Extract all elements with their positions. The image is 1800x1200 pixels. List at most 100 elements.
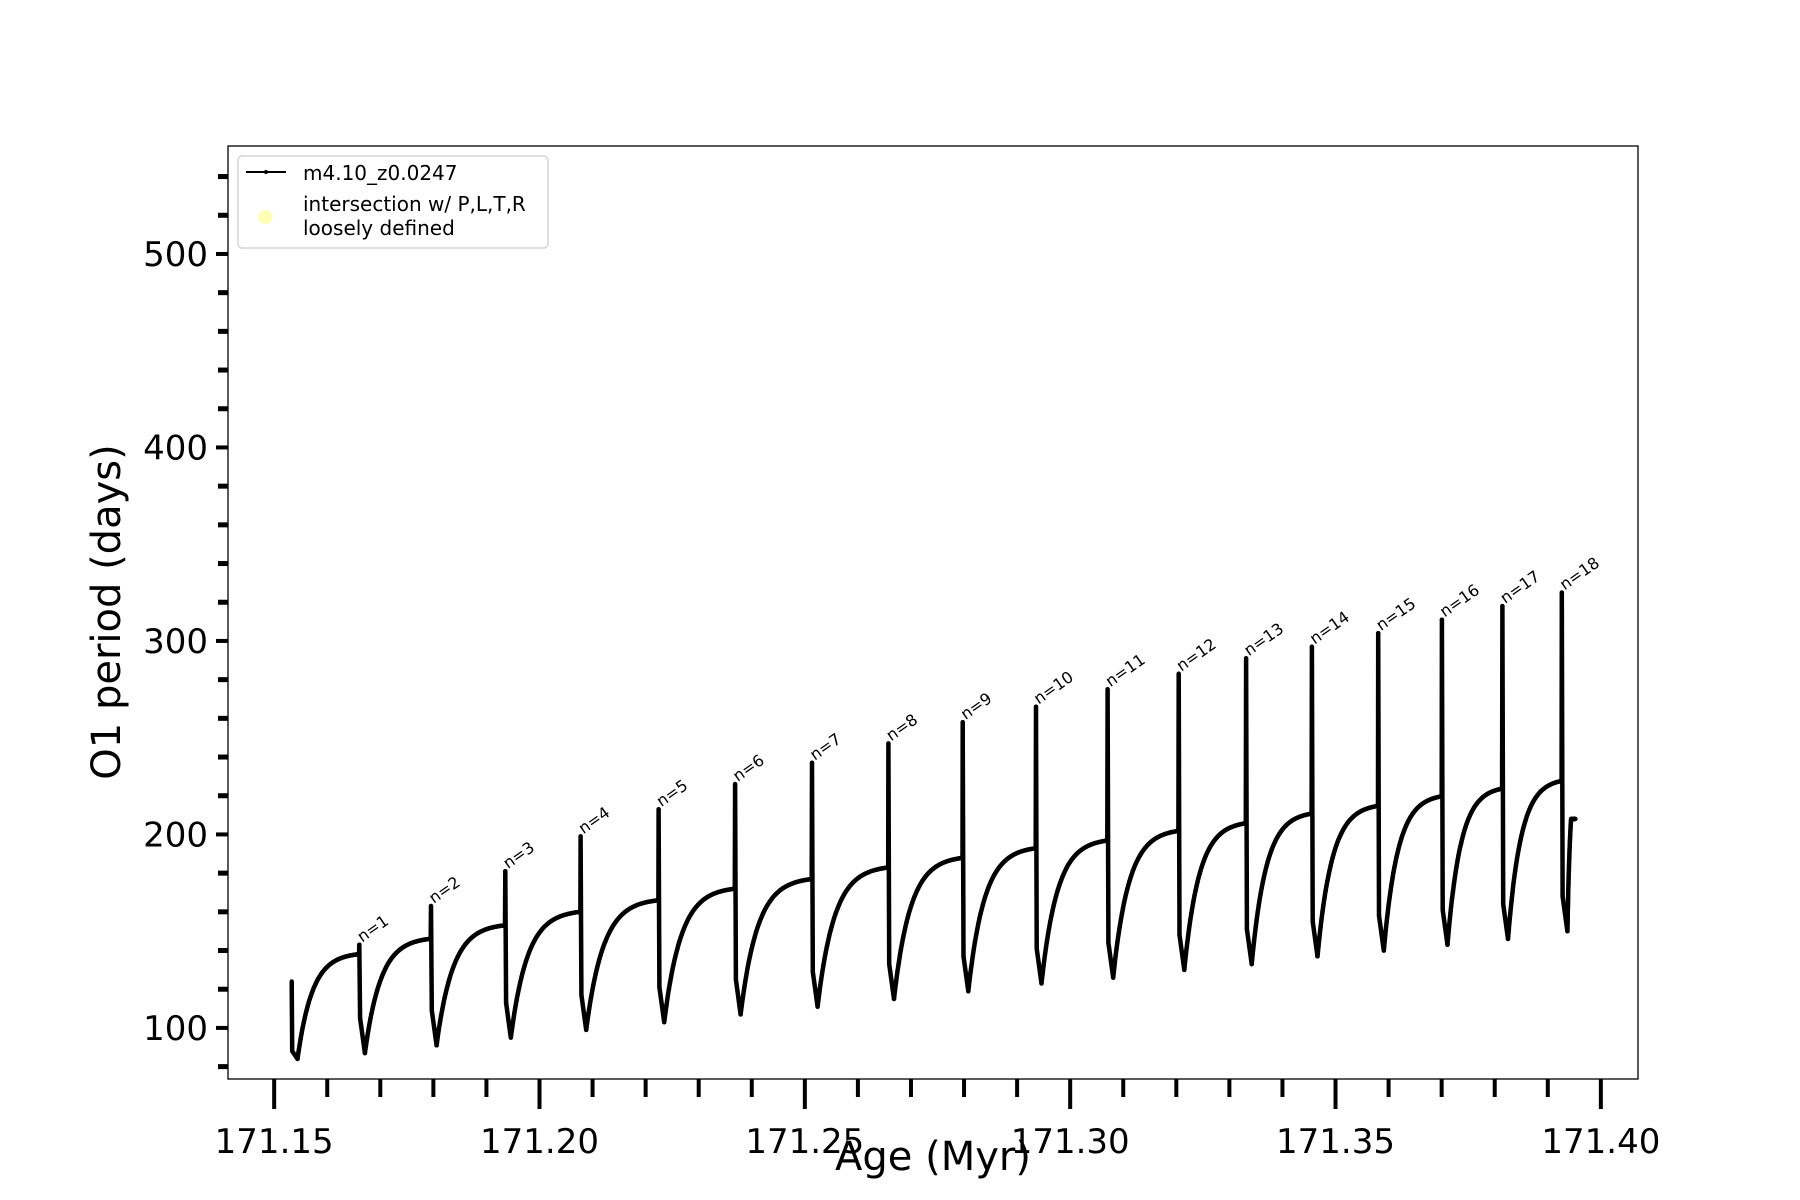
data-point — [1439, 791, 1444, 796]
data-point — [747, 953, 753, 958]
data-point — [1244, 927, 1250, 932]
data-point — [502, 921, 508, 926]
data-point — [1118, 917, 1123, 923]
data-point — [1512, 875, 1517, 881]
data-point — [973, 932, 979, 938]
data-point — [1327, 867, 1332, 873]
data-point — [1520, 829, 1525, 835]
data-point — [428, 934, 433, 940]
data-point — [503, 1000, 509, 1005]
data-point — [902, 929, 907, 935]
data-point — [1176, 671, 1181, 677]
data-point — [1325, 877, 1330, 883]
data-point — [585, 1018, 590, 1024]
data-point — [1318, 925, 1323, 930]
data-point — [671, 961, 676, 967]
data-point — [1440, 907, 1445, 913]
data-point — [656, 807, 661, 812]
y-tick-label: 100 — [143, 1009, 208, 1049]
data-point — [816, 994, 821, 1000]
data-point — [960, 853, 965, 858]
data-point — [885, 863, 891, 868]
data-point — [1520, 826, 1526, 831]
data-point — [1385, 910, 1390, 916]
data-point — [1185, 939, 1190, 945]
data-point — [1105, 836, 1110, 841]
pulse-label: n=17 — [1497, 567, 1544, 608]
data-point — [521, 966, 526, 972]
data-point — [1500, 603, 1505, 609]
data-point — [1120, 906, 1126, 911]
x-axis-label: Age (Myr) — [835, 1134, 1031, 1180]
data-point — [967, 979, 972, 984]
data-point — [1329, 859, 1334, 864]
data-point — [1445, 942, 1450, 947]
data-point — [1260, 880, 1265, 885]
data-point — [896, 961, 901, 967]
series-m4.10_z0.0247 — [289, 590, 1578, 1062]
data-point — [1565, 915, 1570, 920]
data-point — [1319, 917, 1324, 922]
pulse-label: n=12 — [1173, 634, 1220, 675]
data-point — [512, 1011, 517, 1016]
data-point — [982, 894, 988, 900]
data-point — [1258, 891, 1263, 896]
data-point — [1560, 894, 1565, 899]
data-point — [667, 979, 673, 985]
data-point — [1193, 888, 1198, 893]
data-point — [1033, 843, 1038, 849]
pulse-label: n=13 — [1240, 619, 1287, 660]
data-point — [1382, 937, 1387, 943]
data-point — [520, 971, 525, 976]
data-point — [1448, 904, 1454, 909]
data-point — [290, 1048, 295, 1054]
data-point — [907, 907, 913, 912]
data-point — [976, 921, 981, 926]
data-point — [827, 933, 832, 938]
data-point — [1384, 919, 1389, 924]
legend-yellow-circle-icon — [258, 210, 272, 224]
data-point — [1053, 894, 1058, 900]
data-point — [1514, 857, 1520, 862]
data-point — [981, 898, 987, 903]
data-point — [1573, 816, 1578, 822]
data-point — [898, 947, 904, 953]
data-point — [1509, 898, 1514, 903]
data-point — [373, 992, 379, 998]
data-point — [887, 961, 892, 967]
data-point — [363, 1043, 369, 1048]
data-point — [1251, 942, 1256, 947]
data-point — [753, 930, 759, 935]
axes: 171.15 171.20 171.25 171.30 171.35 171.40 100 2… — [143, 174, 1660, 1162]
data-point — [1052, 899, 1057, 904]
data-point — [1376, 913, 1382, 918]
x-tick-label: 171.30 — [1011, 1122, 1130, 1162]
data-point — [905, 915, 910, 920]
data-point — [1126, 882, 1131, 888]
data-point — [364, 1035, 370, 1041]
data-point — [1034, 946, 1039, 951]
data-point — [669, 973, 674, 978]
x-tick-label: 171.20 — [480, 1122, 599, 1162]
data-point — [304, 1007, 309, 1012]
data-point — [891, 996, 897, 1002]
data-point — [979, 906, 984, 912]
data-point — [1326, 872, 1331, 878]
data-point — [598, 952, 603, 958]
data-point — [1388, 888, 1393, 893]
data-point — [599, 948, 605, 954]
data-point — [1049, 913, 1054, 919]
data-point — [296, 1049, 301, 1054]
data-point — [672, 956, 678, 962]
data-point — [1447, 922, 1452, 927]
data-point — [440, 1007, 445, 1012]
data-point — [1565, 897, 1571, 902]
data-point — [516, 985, 522, 991]
data-point — [1119, 911, 1125, 917]
data-point — [961, 954, 966, 959]
data-point — [1253, 924, 1258, 930]
data-point — [825, 938, 831, 943]
data-point — [297, 1042, 302, 1048]
data-point — [968, 970, 973, 975]
